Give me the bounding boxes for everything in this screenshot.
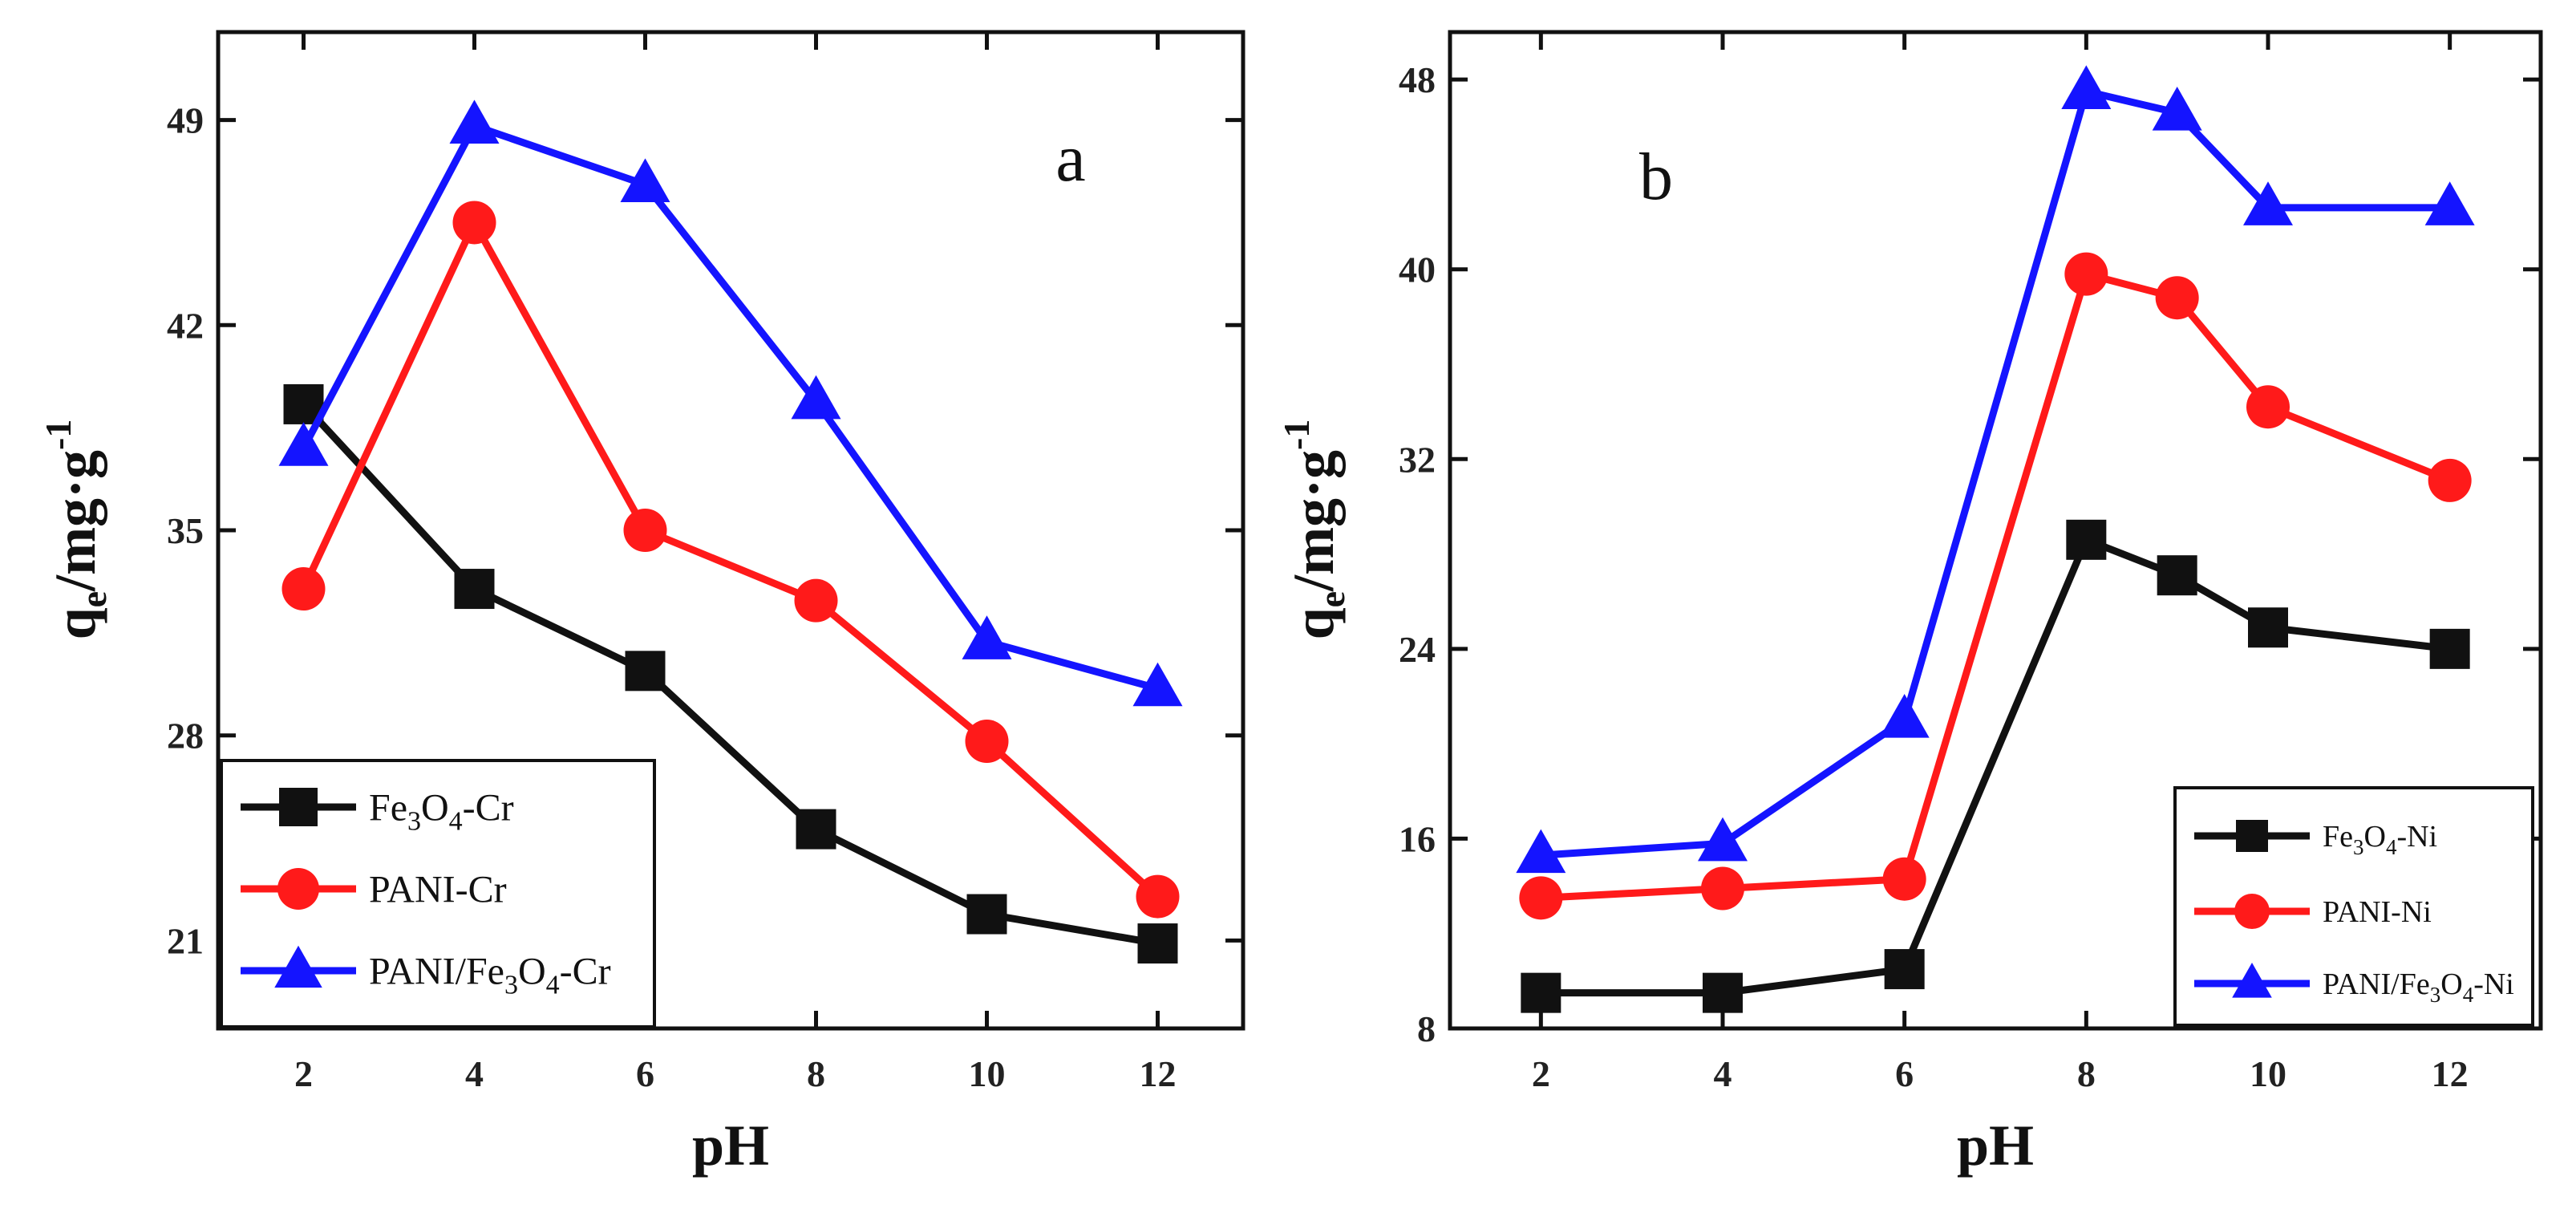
- data-point: [2424, 181, 2475, 225]
- data-point: [1884, 949, 1925, 990]
- legend: Fe3O4-Ni PANI-Ni PANI/Fe3O4-Ni: [2173, 786, 2534, 1027]
- data-point: [1701, 866, 1744, 911]
- legend-marker: [2236, 820, 2268, 852]
- x-tick-label: 4: [1714, 1053, 1732, 1094]
- series-line: [301, 401, 1159, 947]
- data-point: [2064, 252, 2108, 296]
- y-tick-label: 16: [1399, 818, 1436, 859]
- legend-marker: [2232, 962, 2272, 998]
- x-tick-label: 6: [636, 1053, 654, 1094]
- data-point: [1521, 972, 1561, 1013]
- data-point: [1516, 829, 1566, 874]
- series-PANI/Fe3O4-Cr: [278, 99, 1183, 707]
- data-point: [1879, 694, 1930, 738]
- panel-a: 2 4 6 8 10 12 21 28 35 42 49 pH qe/mg·g-1 a Fe3O4-Cr PA…: [38, 30, 1245, 1178]
- series-line: [1541, 87, 2450, 859]
- data-point: [278, 422, 329, 466]
- x-tick-label: 12: [2432, 1053, 2469, 1094]
- y-tick-label: 24: [1399, 629, 1436, 670]
- data-point: [281, 567, 326, 611]
- legend-label: Fe3O4-Ni: [2323, 820, 2437, 859]
- series-PANI-Ni: [1519, 252, 2472, 920]
- x-tick-label: 10: [969, 1053, 1006, 1094]
- data-point: [1703, 972, 1743, 1013]
- data-point: [452, 201, 496, 245]
- y-axis-title: qe/mg·g-1: [1276, 420, 1352, 640]
- y-axis-title: qe/mg·g-1: [38, 420, 114, 640]
- x-tick-label: 8: [2077, 1053, 2096, 1094]
- panel-b-frame: [1448, 30, 2543, 1031]
- y-tick-label: 42: [167, 305, 204, 346]
- y-tick-label: 8: [1417, 1008, 1436, 1049]
- y-tick-label: 21: [167, 920, 204, 961]
- data-point: [2248, 607, 2288, 648]
- panel-label: a: [1055, 121, 1085, 196]
- series-line: [300, 122, 1159, 692]
- y-tick-label: 40: [1399, 249, 1436, 290]
- series-Fe3O4-Ni: [1521, 519, 2470, 1013]
- legend-marker: [277, 868, 319, 910]
- x-tick-label: 10: [2250, 1053, 2286, 1094]
- data-point: [1519, 876, 1563, 920]
- data-point: [1136, 874, 1180, 919]
- data-point: [449, 99, 500, 144]
- series-line: [300, 218, 1160, 899]
- x-axis-title: pH: [1957, 1113, 2034, 1178]
- data-point: [2246, 385, 2290, 429]
- series-Fe3O4-Cr: [283, 383, 1178, 964]
- data-point: [2243, 181, 2293, 225]
- data-point: [454, 569, 495, 610]
- data-point: [620, 158, 670, 203]
- y-tick-label: 28: [167, 716, 204, 756]
- data-point: [2157, 555, 2197, 596]
- data-point: [2155, 276, 2199, 320]
- data-point: [796, 809, 836, 850]
- series-PANI/Fe3O4-Ni: [1516, 65, 2475, 874]
- data-point: [794, 578, 838, 623]
- legend-label: PANI/Fe3O4-Cr: [369, 950, 611, 1000]
- legend-marker: [279, 788, 318, 826]
- x-tick-label: 2: [1532, 1053, 1550, 1094]
- x-tick-label: 6: [1895, 1053, 1914, 1094]
- data-point: [1137, 923, 1178, 964]
- x-tick-label: 2: [294, 1053, 313, 1094]
- data-point: [623, 509, 667, 552]
- data-point: [962, 615, 1012, 659]
- legend-label: PANI/Fe3O4-Ni: [2323, 967, 2514, 1007]
- data-point: [1132, 662, 1183, 707]
- x-axis-title: pH: [692, 1113, 769, 1178]
- data-point: [2428, 458, 2472, 502]
- y-tick-label: 48: [1399, 59, 1436, 100]
- data-point: [625, 651, 666, 692]
- x-tick-label: 4: [465, 1053, 484, 1094]
- legend-label: Fe3O4-Cr: [369, 786, 514, 836]
- panel-label: b: [1639, 140, 1673, 214]
- data-point: [791, 375, 841, 420]
- data-point: [1698, 817, 1748, 862]
- data-point: [2152, 86, 2202, 131]
- legend-marker: [2234, 894, 2270, 929]
- x-tick-label: 8: [807, 1053, 825, 1094]
- panel-b: 2 4 6 8 10 1281624324048pHqe/mg·g-1bFe3O4-NiP…: [1276, 30, 2543, 1178]
- data-point: [2061, 65, 2112, 109]
- data-point: [2066, 519, 2107, 560]
- data-point: [2429, 628, 2470, 669]
- legend-marker: [274, 945, 322, 988]
- legend-label: PANI-Ni: [2323, 895, 2432, 929]
- legend: Fe3O4-Cr PANI-Cr PANI/Fe3O4-Cr: [220, 759, 656, 1028]
- y-tick-label: 35: [167, 510, 204, 551]
- data-point: [1882, 857, 1926, 901]
- series-PANI-Cr: [281, 201, 1180, 919]
- data-point: [965, 720, 1009, 764]
- x-tick-label: 12: [1140, 1053, 1177, 1094]
- legend-label: PANI-Cr: [369, 868, 507, 911]
- y-tick-label: 32: [1399, 439, 1436, 480]
- y-tick-label: 49: [167, 100, 204, 141]
- data-point: [966, 894, 1007, 935]
